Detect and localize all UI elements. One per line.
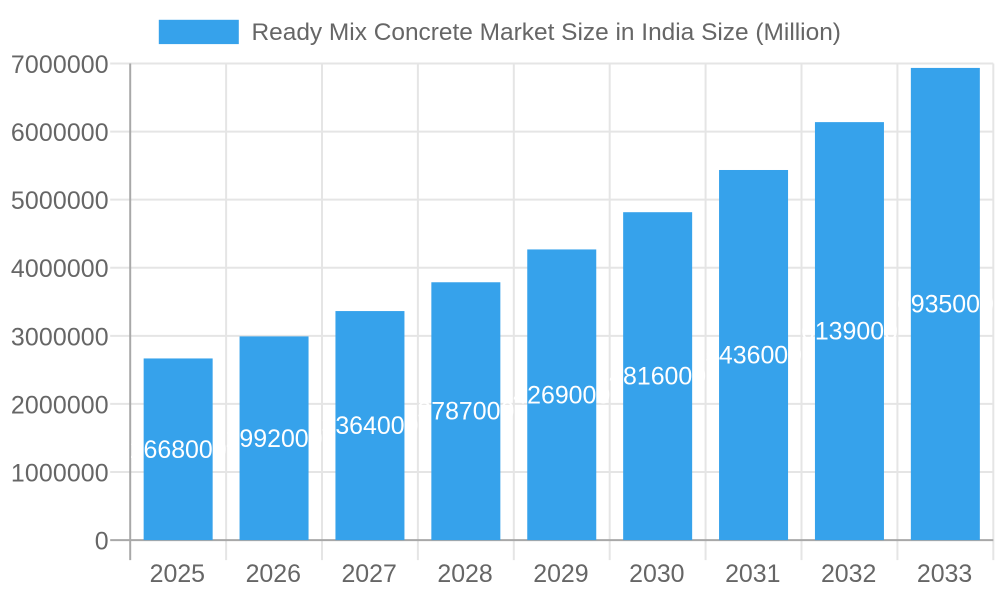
svg-text:3364000: 3364000 [321, 412, 418, 440]
svg-text:6935000: 6935000 [897, 291, 994, 319]
svg-text:4816000: 4816000 [609, 363, 706, 391]
svg-text:Ready Mix Concrete Market Size: Ready Mix Concrete Market Size in India … [252, 19, 841, 46]
svg-text:6139000: 6139000 [801, 318, 898, 346]
svg-text:2992000: 2992000 [226, 425, 323, 453]
svg-text:3000000: 3000000 [11, 323, 109, 351]
svg-text:2029: 2029 [533, 560, 588, 588]
svg-text:2032: 2032 [821, 560, 876, 588]
svg-text:2026: 2026 [246, 560, 301, 588]
svg-text:2000000: 2000000 [11, 391, 109, 419]
svg-text:0: 0 [95, 528, 109, 556]
svg-text:6000000: 6000000 [11, 119, 109, 147]
svg-text:7000000: 7000000 [11, 51, 109, 79]
svg-text:2033: 2033 [917, 560, 972, 588]
svg-text:2030: 2030 [629, 560, 684, 588]
svg-text:2027: 2027 [341, 560, 396, 588]
svg-text:1000000: 1000000 [11, 459, 109, 487]
svg-text:2668000: 2668000 [130, 436, 227, 464]
svg-text:4000000: 4000000 [11, 255, 109, 283]
svg-text:2025: 2025 [150, 560, 205, 588]
svg-text:3787000: 3787000 [417, 398, 514, 426]
svg-text:4269000: 4269000 [513, 381, 610, 409]
svg-text:2028: 2028 [437, 560, 492, 588]
svg-text:5000000: 5000000 [11, 187, 109, 215]
svg-text:2031: 2031 [725, 560, 780, 588]
svg-text:5436000: 5436000 [705, 342, 802, 370]
